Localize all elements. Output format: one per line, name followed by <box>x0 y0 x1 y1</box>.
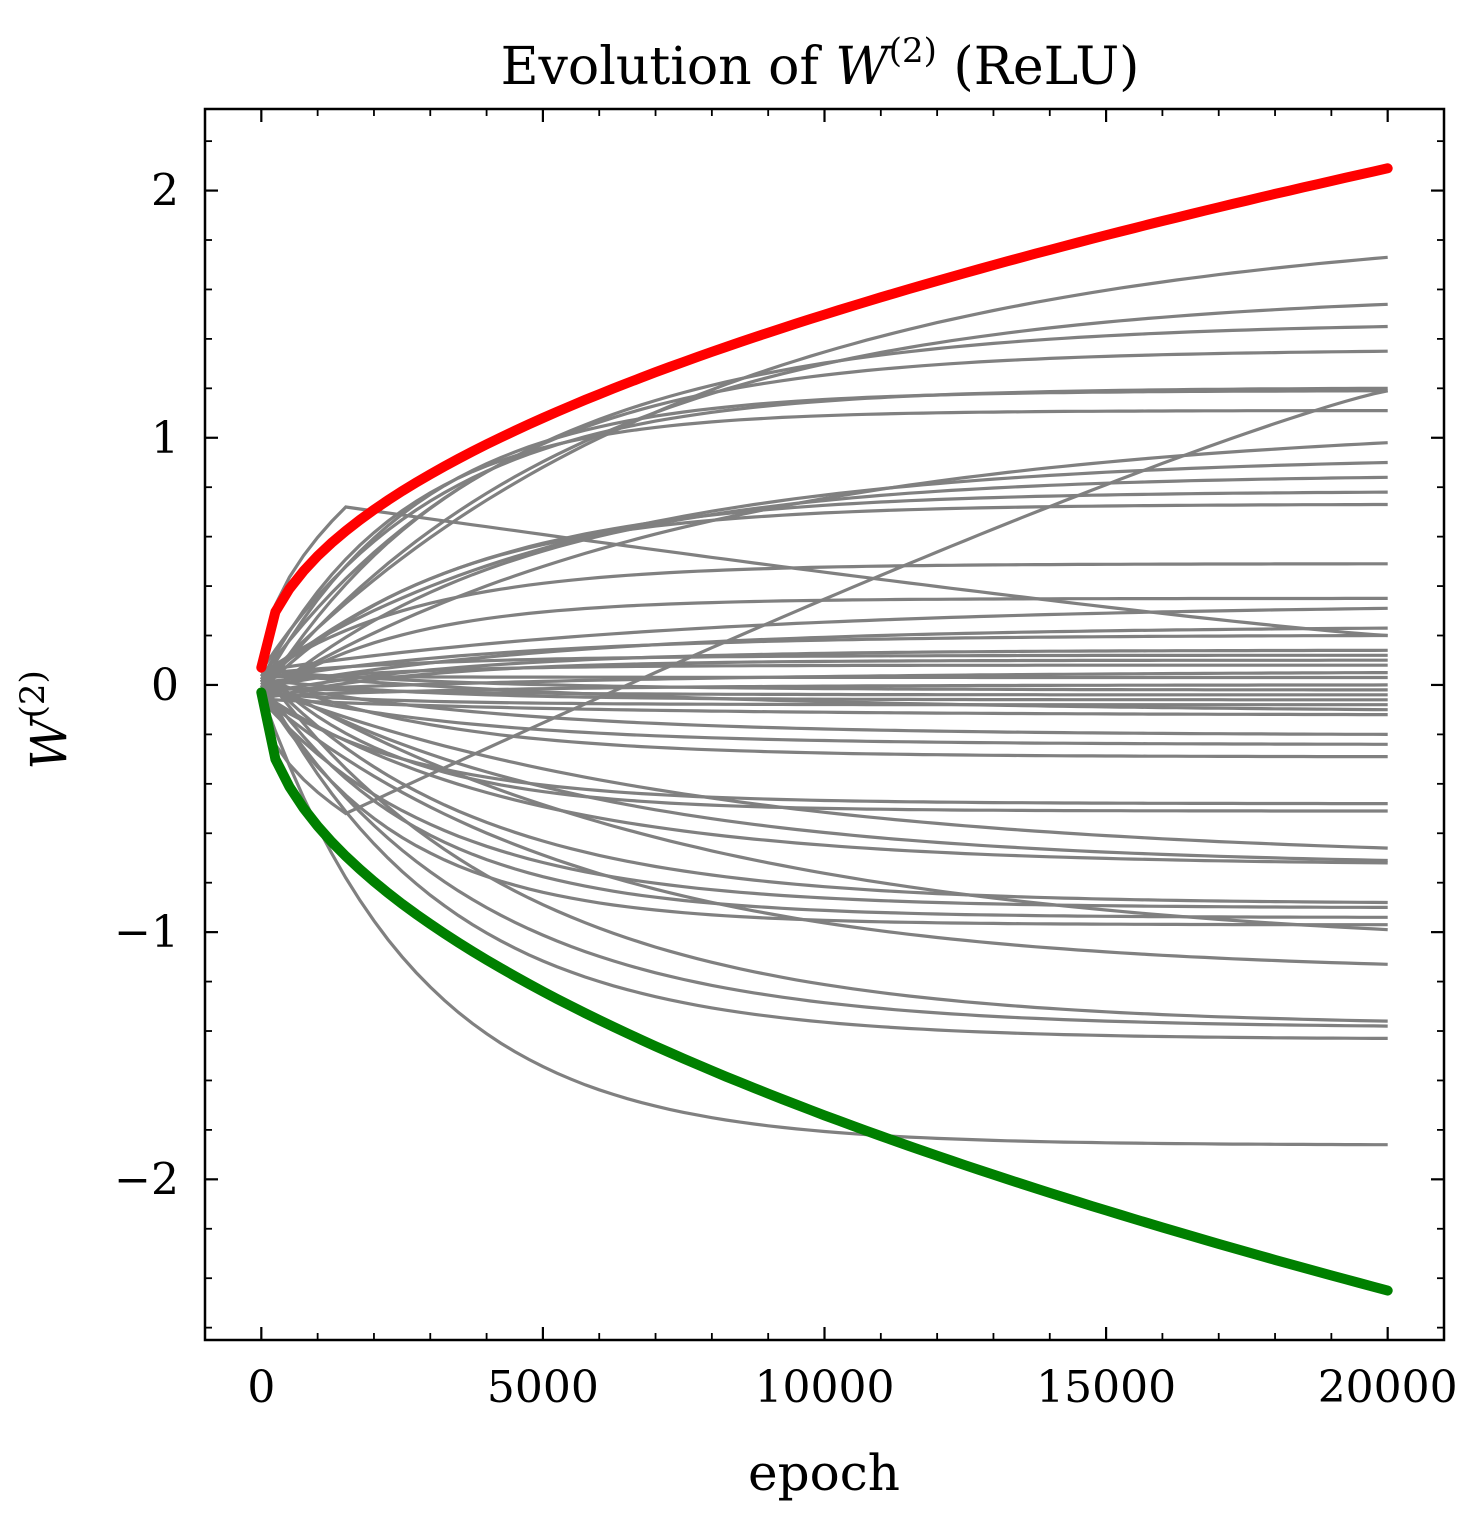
series-line-other <box>261 674 1388 680</box>
series-line-other <box>261 669 1388 692</box>
series-line-other <box>260 460 1388 675</box>
series-line-other <box>260 669 1388 1023</box>
x-tick-label: 10000 <box>755 1362 895 1413</box>
series-line-other <box>260 680 1388 736</box>
series-line-other <box>260 678 1388 863</box>
series-line-other <box>261 691 1388 707</box>
series-line-other <box>261 606 1388 673</box>
series-line-other <box>261 653 1388 676</box>
series-line-other <box>261 663 1388 685</box>
x-tick-label: 0 <box>247 1362 275 1413</box>
y-axis-label: W(2) <box>13 670 78 770</box>
x-tick-label: 20000 <box>1318 1362 1458 1413</box>
series-line-other <box>260 692 1388 865</box>
tick-layer: 0 5000 10000 15000 20000 2 1 0 −1 −2 <box>114 109 1458 1413</box>
series-line-other <box>259 389 1389 816</box>
x-tick-label: 15000 <box>1036 1362 1176 1413</box>
y-tick-label: 2 <box>151 166 179 217</box>
series-line-other <box>260 695 1388 966</box>
series-line-other <box>260 672 1388 905</box>
series-line-other <box>260 669 1388 813</box>
series-line-other <box>261 677 1388 702</box>
series-line-max <box>256 163 1393 673</box>
series-line-other <box>259 692 1388 1147</box>
series-line-other <box>260 255 1388 684</box>
y-tick-label: 1 <box>151 413 179 464</box>
series-line-other <box>260 685 1388 850</box>
plot-frame <box>203 107 1446 1342</box>
series-line-other <box>260 475 1388 701</box>
series-line-other <box>260 698 1388 909</box>
series-line-other <box>260 675 1388 932</box>
series-line-other <box>259 686 1388 1028</box>
series-line-other <box>260 675 1388 759</box>
chart-title: Evolution of W(2) (ReLU) <box>501 31 1140 97</box>
series-line-other <box>261 683 1388 698</box>
y-tick-label: −1 <box>114 907 179 958</box>
y-tick-label: 0 <box>151 660 179 711</box>
series-line-other <box>259 689 1388 927</box>
y-axis-label-group: W(2) <box>13 670 78 770</box>
series-line-other <box>261 633 1388 682</box>
series-line-other <box>259 505 1388 673</box>
x-tick-label: 5000 <box>487 1362 599 1413</box>
series-line-min <box>256 687 1393 1296</box>
series-line-other <box>260 688 1388 746</box>
series-line-other <box>259 678 1388 1040</box>
series-line-other <box>260 658 1388 701</box>
series-line-other <box>261 697 1388 717</box>
series-line-other <box>260 562 1388 678</box>
series-line-other <box>261 672 1388 712</box>
x-axis-label: epoch <box>748 1444 900 1502</box>
y-tick-label: −2 <box>114 1154 179 1205</box>
series-layer <box>256 163 1393 1296</box>
series-line-other <box>259 349 1388 698</box>
series-line-other <box>260 502 1388 692</box>
series-line-other <box>259 409 1388 681</box>
